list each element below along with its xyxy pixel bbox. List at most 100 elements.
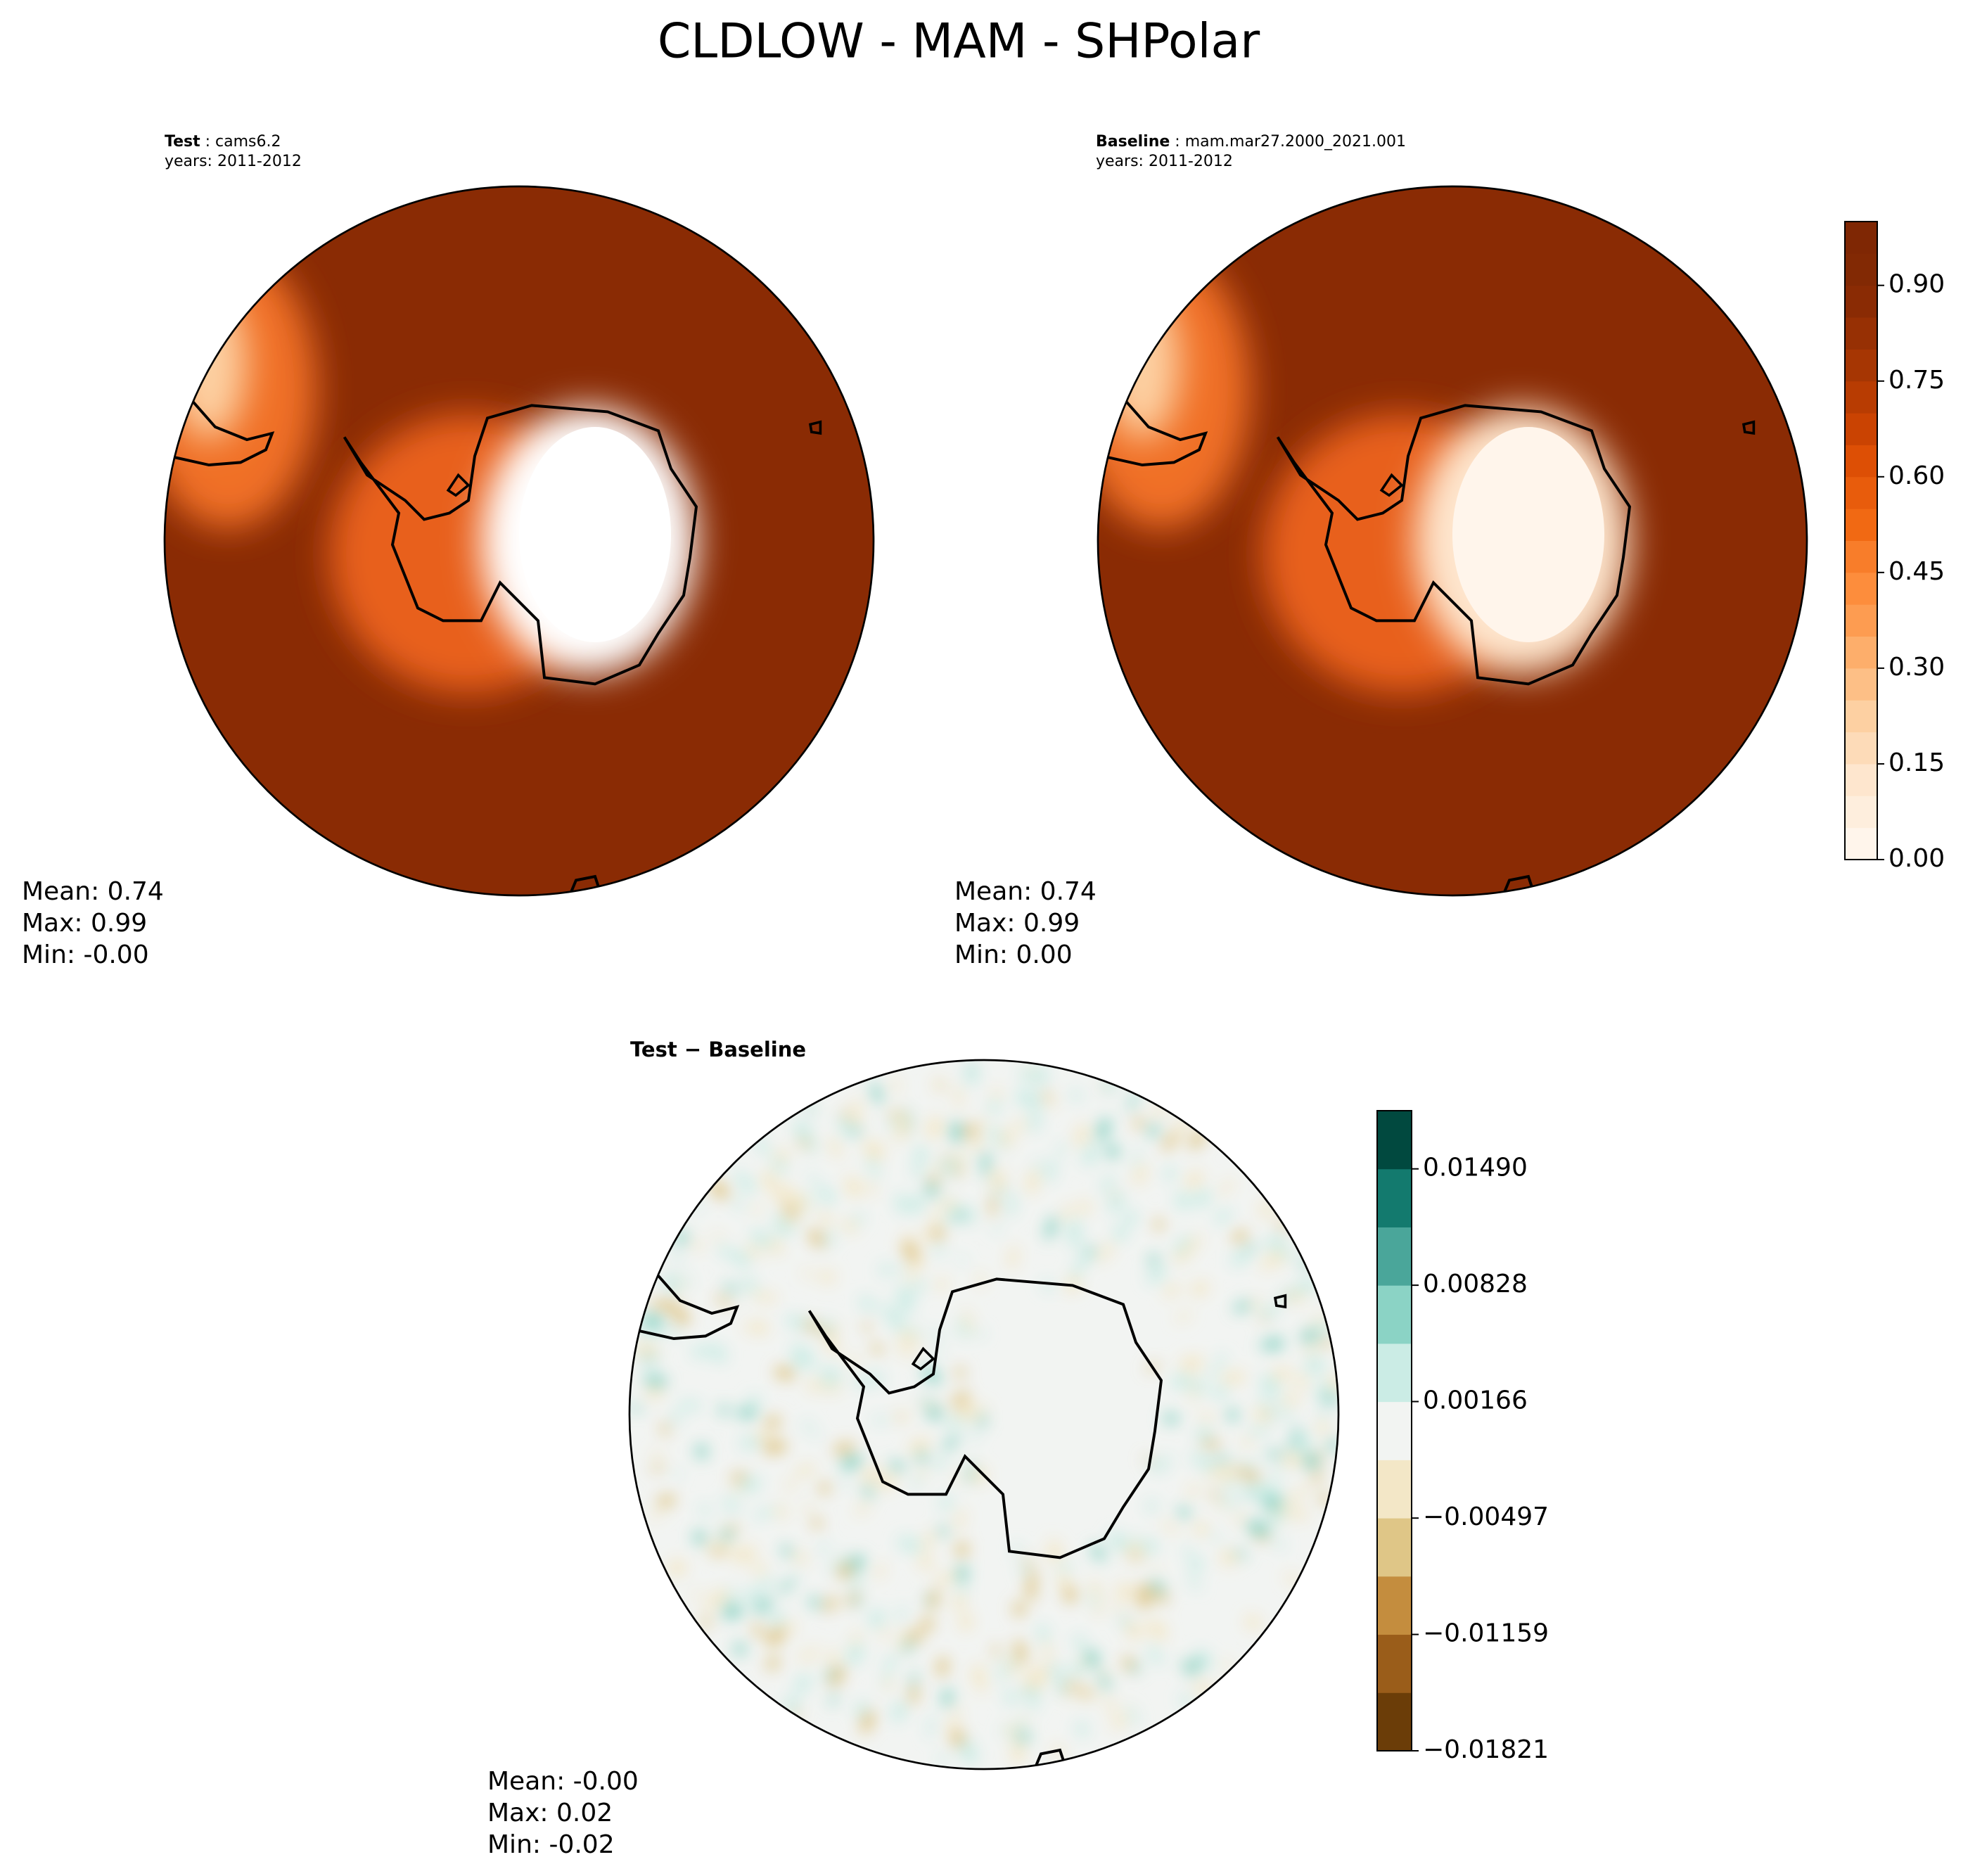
speckle	[1188, 1483, 1198, 1498]
speckle	[760, 1174, 777, 1191]
speckle	[1266, 1513, 1281, 1526]
speckle	[887, 1313, 907, 1333]
speckle	[1146, 1266, 1166, 1284]
colorbar-segment	[1845, 636, 1877, 669]
panel-years: years: 2011-2012	[1096, 153, 1233, 170]
speckle	[959, 1256, 966, 1265]
speckle	[1196, 1427, 1213, 1442]
speckle	[1151, 1579, 1165, 1594]
speckle	[644, 1374, 668, 1388]
speckle	[1177, 1507, 1191, 1519]
map-difference	[628, 1059, 1340, 1770]
speckle	[1059, 1680, 1066, 1695]
speckle	[1226, 1408, 1239, 1422]
colorbar-frame	[1844, 221, 1878, 860]
speckle	[850, 1099, 864, 1110]
speckle	[897, 1628, 909, 1652]
speckle	[1273, 1540, 1286, 1549]
speckle	[705, 1542, 719, 1552]
colorbar-segment	[1845, 476, 1877, 509]
speckle	[956, 1564, 969, 1583]
speckle	[964, 1747, 978, 1765]
speckle	[1058, 1142, 1066, 1156]
panel-name: Test − Baseline	[630, 1038, 806, 1061]
speckle	[955, 1508, 965, 1531]
colorbar-tick-label: 0.00166	[1423, 1386, 1528, 1415]
speckle	[1233, 1301, 1252, 1313]
speckle	[1021, 1715, 1028, 1725]
speckle	[1208, 1491, 1222, 1499]
speckle	[943, 1417, 968, 1428]
speckle	[987, 1101, 1002, 1114]
speckle	[668, 1559, 682, 1568]
speckle	[1113, 1600, 1121, 1609]
speckle	[971, 1664, 985, 1685]
speckle	[895, 1193, 909, 1215]
speckle	[1175, 1311, 1193, 1322]
speckle	[833, 1553, 850, 1571]
speckle	[927, 1714, 935, 1739]
speckle	[880, 1303, 892, 1316]
speckle	[977, 1414, 988, 1427]
speckle	[695, 1443, 708, 1459]
speckle	[1134, 1536, 1145, 1546]
stat: Max: 0.99	[22, 909, 147, 938]
speckle	[897, 1343, 914, 1358]
colorbar-segment	[1377, 1343, 1412, 1403]
speckle	[855, 1502, 871, 1515]
speckle	[1105, 1695, 1116, 1715]
speckle	[895, 1109, 909, 1132]
speckle	[979, 1115, 985, 1136]
speckle	[1195, 1649, 1213, 1668]
speckle	[750, 1290, 770, 1303]
speckle	[1300, 1329, 1317, 1344]
stat: Max: 0.99	[954, 909, 1080, 938]
speckle	[909, 1438, 930, 1453]
speckle	[1006, 1193, 1017, 1217]
colorbar-tick-label: −0.00497	[1423, 1502, 1549, 1531]
speckle	[1263, 1382, 1281, 1396]
speckle	[1221, 1371, 1246, 1384]
speckle	[1304, 1365, 1329, 1374]
speckle	[828, 1565, 836, 1573]
speckle	[730, 1472, 748, 1482]
speckle	[1018, 1716, 1024, 1740]
speckle	[762, 1440, 787, 1455]
speckle	[952, 1595, 966, 1610]
speckle	[1143, 1539, 1158, 1554]
speckle	[1042, 1640, 1052, 1662]
speckle	[629, 1405, 644, 1411]
speckle	[1171, 1374, 1191, 1389]
speckle	[1300, 1453, 1320, 1469]
speckle	[772, 1189, 787, 1205]
speckle	[912, 1280, 926, 1292]
speckle	[982, 1155, 989, 1180]
speckle	[1317, 1411, 1331, 1419]
speckle	[1123, 1211, 1138, 1226]
colorbar-segment	[1377, 1401, 1412, 1460]
speckle	[911, 1476, 923, 1489]
speckle	[1239, 1461, 1258, 1469]
speckle	[802, 1422, 814, 1429]
speckle	[778, 1578, 795, 1594]
speckle	[1162, 1130, 1178, 1151]
speckle	[925, 1182, 938, 1198]
speckle	[1096, 1117, 1111, 1142]
speckle	[860, 1710, 875, 1733]
speckle	[1069, 1090, 1083, 1101]
speckle	[755, 1576, 775, 1593]
speckle	[973, 1467, 987, 1485]
speckle	[950, 1730, 966, 1747]
speckle	[1101, 1668, 1110, 1677]
speckle	[896, 1264, 905, 1276]
speckle	[966, 1461, 975, 1484]
speckle	[774, 1366, 795, 1380]
speckle	[1315, 1382, 1332, 1396]
separator: :	[200, 133, 215, 151]
speckle	[795, 1674, 812, 1693]
speckle	[997, 1662, 1005, 1684]
speckle	[883, 1678, 893, 1690]
speckle	[1306, 1355, 1322, 1367]
speckle	[954, 1211, 967, 1220]
